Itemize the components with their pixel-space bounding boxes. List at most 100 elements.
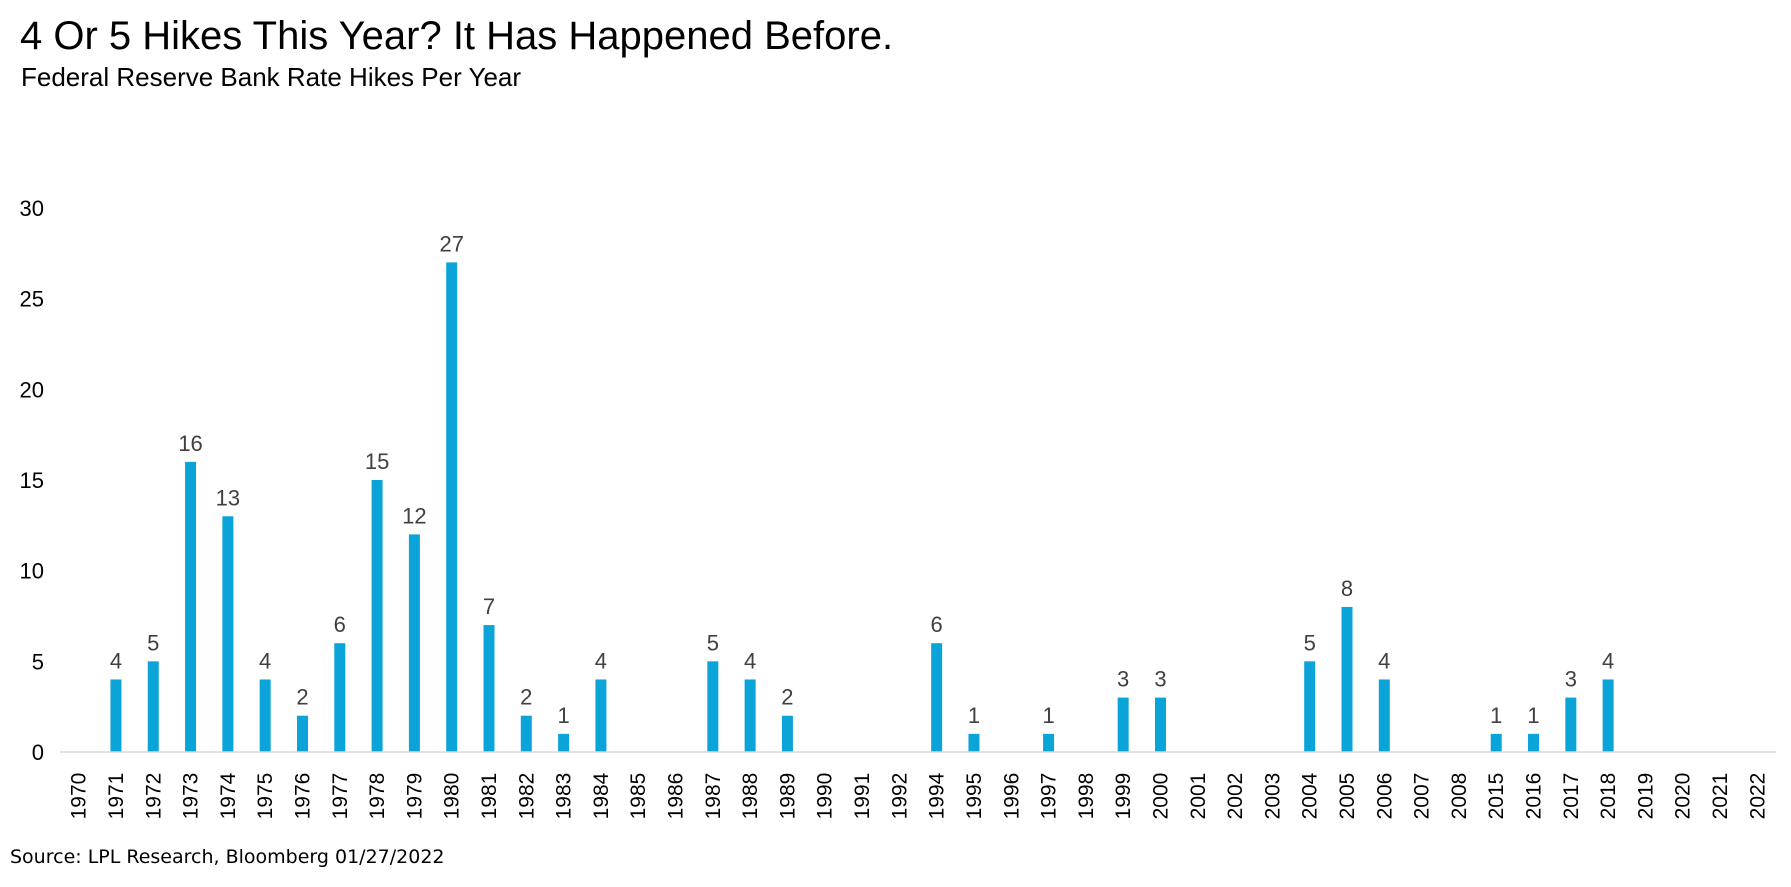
bar-1972 xyxy=(147,661,159,752)
x-tick-label-1983: 1983 xyxy=(553,773,576,820)
bar-1973 xyxy=(185,461,197,752)
bar-2018 xyxy=(1602,679,1614,752)
data-label-2018: 4 xyxy=(1602,648,1614,673)
y-tick-label: 10 xyxy=(20,559,44,584)
x-tick-label-2020: 2020 xyxy=(1672,773,1695,820)
bar-1975 xyxy=(259,679,271,752)
x-tick-label-2021: 2021 xyxy=(1709,773,1732,820)
source-note: Source: LPL Research, Bloomberg 01/27/20… xyxy=(10,846,445,868)
data-label-1973: 16 xyxy=(178,431,202,456)
data-label-1980: 27 xyxy=(439,231,463,256)
x-tick-label-2005: 2005 xyxy=(1336,773,1359,820)
bar-1999 xyxy=(1117,697,1129,752)
x-tick-label-1996: 1996 xyxy=(1000,773,1023,820)
x-tick-label-1973: 1973 xyxy=(180,773,203,820)
bar-1983 xyxy=(558,733,570,752)
y-tick-label: 0 xyxy=(32,740,44,765)
bar-1980 xyxy=(446,262,458,752)
x-tick-label-1972: 1972 xyxy=(142,773,165,820)
data-label-1999: 3 xyxy=(1117,667,1129,692)
data-label-2005: 8 xyxy=(1341,576,1353,601)
bars xyxy=(110,262,1614,752)
bar-1989 xyxy=(781,715,793,752)
data-label-1972: 5 xyxy=(147,630,159,655)
x-tick-label-1977: 1977 xyxy=(329,773,352,820)
x-tick-label-2017: 2017 xyxy=(1560,773,1583,820)
y-axis: 0 5 10 15 20 25 30 xyxy=(20,196,44,765)
x-tick-label-1994: 1994 xyxy=(926,772,949,819)
x-tick-label-1998: 1998 xyxy=(1075,773,1098,820)
bar-1971 xyxy=(110,679,122,752)
x-tick-label-1981: 1981 xyxy=(478,773,501,820)
data-label-1983: 1 xyxy=(557,703,569,728)
y-tick-label: 15 xyxy=(20,468,44,493)
x-tick-label-1974: 1974 xyxy=(217,772,240,819)
x-tick-label-2019: 2019 xyxy=(1634,773,1657,820)
bar-2016 xyxy=(1528,733,1540,752)
bar-2015 xyxy=(1490,733,1502,752)
data-label-1978: 15 xyxy=(365,449,389,474)
data-label-1987: 5 xyxy=(707,630,719,655)
x-tick-label-2003: 2003 xyxy=(1261,773,1284,820)
bar-1978 xyxy=(371,480,383,752)
x-tick-label-1987: 1987 xyxy=(702,773,725,820)
data-label-1977: 6 xyxy=(334,612,346,637)
bar-2017 xyxy=(1565,697,1577,752)
bar-1981 xyxy=(483,625,495,752)
x-tick-label-1984: 1984 xyxy=(590,772,613,819)
x-tick-label-2004: 2004 xyxy=(1299,772,1322,819)
x-tick-label-1986: 1986 xyxy=(665,773,688,820)
y-tick-label: 5 xyxy=(32,649,44,674)
bar-1982 xyxy=(520,715,532,752)
bar-1988 xyxy=(744,679,756,752)
data-label-1974: 13 xyxy=(216,485,240,510)
y-tick-label: 25 xyxy=(20,287,44,312)
data-label-1995: 1 xyxy=(968,703,980,728)
bar-2005 xyxy=(1341,606,1353,752)
x-tick-label-1978: 1978 xyxy=(366,773,389,820)
data-label-1979: 12 xyxy=(402,503,426,528)
x-tick-label-1992: 1992 xyxy=(888,773,911,820)
data-label-1997: 1 xyxy=(1042,703,1054,728)
x-tick-label-2018: 2018 xyxy=(1597,773,1620,820)
x-axis: 1970 1971 1972 1973 1974 1975 1976 1977 1978 1979… xyxy=(68,772,1770,819)
chart-subtitle: Federal Reserve Bank Rate Hikes Per Year xyxy=(21,62,522,92)
x-tick-label-1995: 1995 xyxy=(963,773,986,820)
y-tick-label: 20 xyxy=(20,377,44,402)
x-tick-label-2000: 2000 xyxy=(1149,773,1172,820)
x-tick-label-1997: 1997 xyxy=(1038,773,1061,820)
x-tick-label-1991: 1991 xyxy=(851,773,874,820)
data-label-1975: 4 xyxy=(259,648,271,673)
x-tick-label-1999: 1999 xyxy=(1112,773,1135,820)
bar-2000 xyxy=(1154,697,1166,752)
data-label-1982: 2 xyxy=(520,685,532,710)
data-label-2006: 4 xyxy=(1378,648,1390,673)
bar-1976 xyxy=(296,715,308,752)
x-tick-label-2022: 2022 xyxy=(1746,773,1769,820)
x-tick-label-1975: 1975 xyxy=(254,773,277,820)
data-label-1984: 4 xyxy=(595,648,607,673)
data-label-1988: 4 xyxy=(744,648,756,673)
x-tick-label-1970: 1970 xyxy=(68,773,91,820)
bar-1974 xyxy=(222,516,234,752)
y-tick-label: 30 xyxy=(20,196,44,221)
x-tick-label-2008: 2008 xyxy=(1448,773,1471,820)
x-tick-label-2016: 2016 xyxy=(1523,773,1546,820)
bar-2004 xyxy=(1304,661,1316,752)
bar-1977 xyxy=(334,643,346,752)
data-label-1981: 7 xyxy=(483,594,495,619)
x-tick-label-1990: 1990 xyxy=(814,773,837,820)
x-tick-label-1985: 1985 xyxy=(627,773,650,820)
bar-1987 xyxy=(707,661,719,752)
x-tick-label-1971: 1971 xyxy=(105,773,128,820)
data-label-2004: 5 xyxy=(1304,630,1316,655)
x-tick-label-1980: 1980 xyxy=(441,773,464,820)
x-tick-label-2002: 2002 xyxy=(1224,773,1247,820)
data-label-1994: 6 xyxy=(931,612,943,637)
bar-1979 xyxy=(408,534,420,752)
bar-1984 xyxy=(595,679,607,752)
x-tick-label-2001: 2001 xyxy=(1187,773,1210,820)
data-label-2000: 3 xyxy=(1154,667,1166,692)
bar-1995 xyxy=(968,733,980,752)
